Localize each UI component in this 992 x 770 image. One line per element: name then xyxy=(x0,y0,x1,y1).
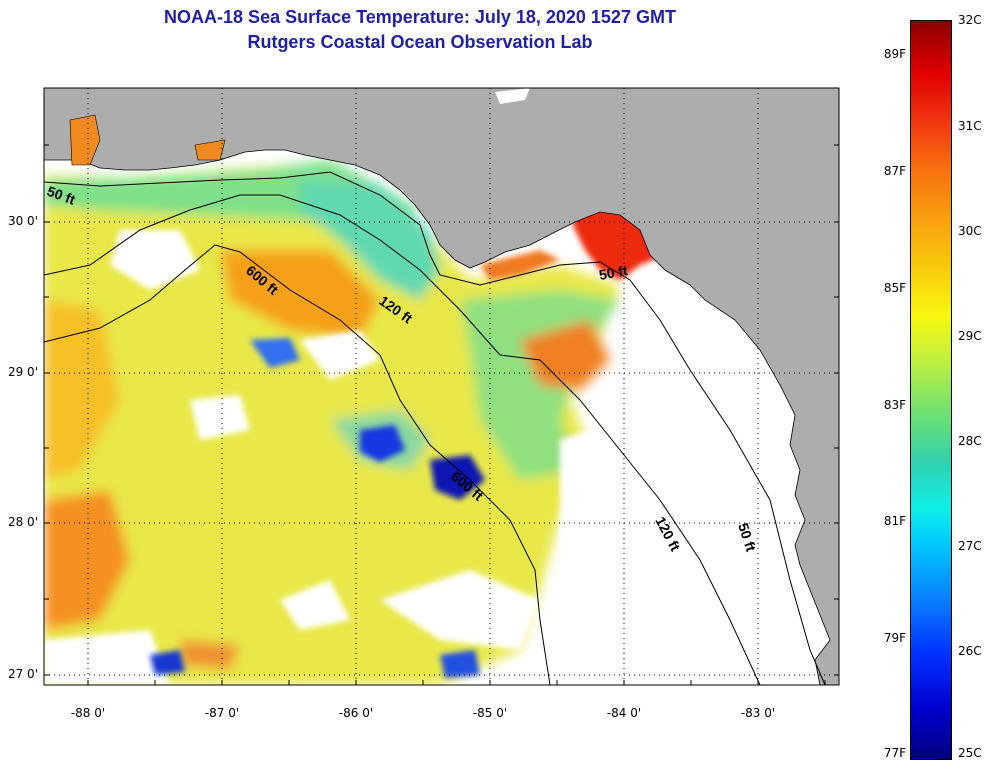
colorbar-f-label: 77F xyxy=(883,746,906,760)
colorbar-f-label: 89F xyxy=(883,47,906,61)
colorbar-f-label: 83F xyxy=(883,398,906,412)
longitude-label: -85 0' xyxy=(472,706,508,720)
latitude-label: 28 0' xyxy=(7,515,38,529)
cloud-mask xyxy=(44,230,820,685)
longitude-label: -84 0' xyxy=(606,706,642,720)
longitude-label: -87 0' xyxy=(204,706,240,720)
sst-field xyxy=(44,160,620,685)
latitude-label: 30 0' xyxy=(7,214,38,228)
colorbar-f-label: 81F xyxy=(883,514,906,528)
contour-label: 50 ft xyxy=(598,262,629,283)
latitude-label: 27 0' xyxy=(7,667,38,681)
latitude-label: 29 0' xyxy=(7,365,38,379)
colorbar-f-label: 85F xyxy=(883,281,906,295)
longitude-label: -86 0' xyxy=(338,706,374,720)
colorbar-c-label: 27C xyxy=(958,539,982,553)
longitude-label: -88 0' xyxy=(70,706,106,720)
map-title: NOAA-18 Sea Surface Temperature: July 18… xyxy=(164,7,676,27)
colorbar-c-label: 28C xyxy=(958,434,982,448)
colorbar-f-label: 79F xyxy=(883,631,906,645)
colorbar-c-label: 31C xyxy=(958,119,982,133)
colorbar-c-label: 29C xyxy=(958,329,982,343)
colorbar-c-label: 26C xyxy=(958,644,982,658)
cold-patches xyxy=(150,338,485,678)
sst-map: 50 ft 600 ft 120 ft 50 ft 600 ft 120 ft … xyxy=(43,87,840,686)
temperature-colorbar xyxy=(910,20,952,760)
colorbar-c-label: 25C xyxy=(958,746,982,760)
land-mass xyxy=(44,88,839,685)
depth-contours xyxy=(44,171,826,685)
longitude-label: -83 0' xyxy=(740,706,776,720)
colorbar-f-label: 87F xyxy=(883,164,906,178)
map-frame xyxy=(43,87,840,686)
map-subtitle: Rutgers Coastal Ocean Observation Lab xyxy=(247,32,593,52)
colorbar-c-label: 32C xyxy=(958,13,982,27)
colorbar-c-label: 30C xyxy=(958,224,982,238)
